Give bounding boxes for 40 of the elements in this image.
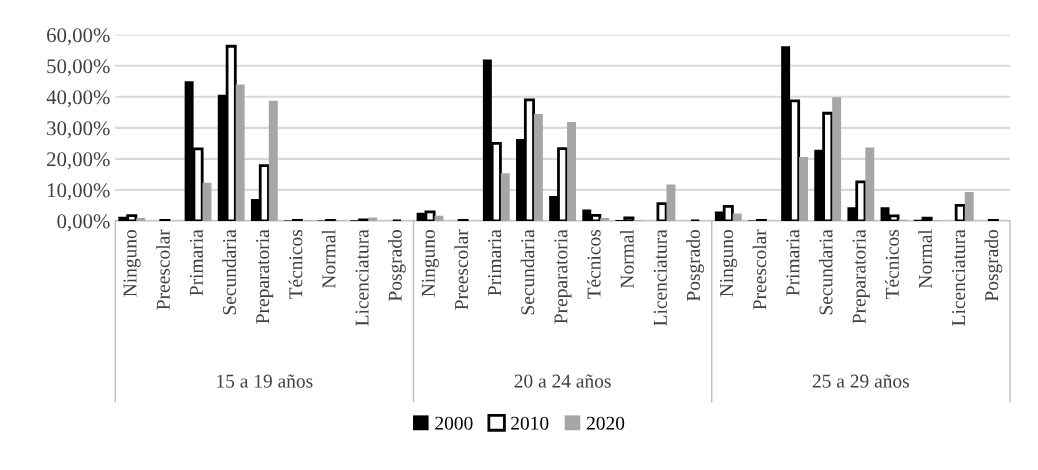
y-tick-label: 30,00% [47,121,110,139]
x-tick-label: Secundaria [818,229,833,315]
x-tick-label: Preescolar [156,229,170,310]
x-tick-label: Primaria [189,229,203,296]
text: 25 a 29 años [812,374,910,388]
x-tick-label: Ninguno [720,229,738,297]
x-tick-label: Licenciatura [653,229,667,326]
x-tick-label: Preescolar [752,229,767,310]
legend-label: 2000 [435,416,473,430]
y-tick-label: 40,00% [46,90,110,108]
x-tick-label: Preescolar [454,229,469,310]
x-tick-label: Primaria [786,229,800,296]
x-tick-label: Normal [918,229,932,289]
legend-label: 2010 [511,416,549,430]
x-tick-label: Posgrado [388,229,406,302]
x-tick-label: Técnicos [586,229,601,300]
text: 20 a 24 años [514,374,611,388]
x-tick-label: Secundaria [222,229,237,315]
x-tick-label: Ninguno [123,229,141,297]
x-tick-label: Técnicos [288,229,303,300]
x-tick-label: Secundaria [520,229,535,315]
y-tick-label: 20,00% [47,152,110,170]
x-tick-label: Normal [620,229,634,289]
x-tick-label: Preparatoria [852,229,870,324]
x-tick-label: Preparatoria [554,229,572,324]
y-tick-label: 60,00% [47,28,110,46]
x-tick-label: Técnicos [885,229,899,300]
x-tick-label: Licenciatura [952,229,966,326]
x-tick-label: Preparatoria [256,229,274,324]
x-tick-label: Normal [321,229,336,289]
legend-label: 2020 [586,416,625,430]
x-tick-label: Primaria [488,229,502,296]
text: 15 a 19 años [217,374,313,388]
y-tick-label: 0,00% [57,214,110,232]
x-tick-label: Ninguno [421,229,439,297]
y-tick-label: 50,00% [47,59,110,77]
y-tick-label: 10,00% [47,183,110,201]
x-tick-label: Licenciatura [355,229,369,326]
x-tick-label: Posgrado [686,229,704,302]
x-tick-label: Posgrado [984,229,1003,302]
